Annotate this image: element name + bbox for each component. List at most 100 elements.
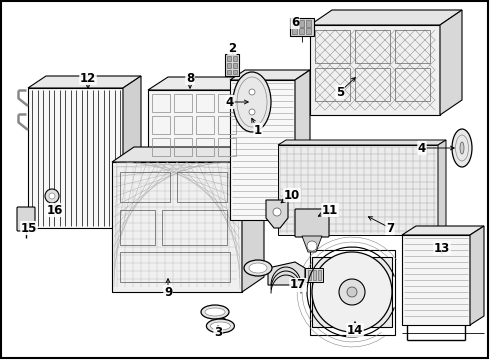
Bar xyxy=(233,63,237,68)
Polygon shape xyxy=(402,226,484,235)
Bar xyxy=(308,270,311,280)
Ellipse shape xyxy=(206,319,234,333)
Bar xyxy=(306,20,311,27)
Bar xyxy=(292,20,297,27)
Bar xyxy=(313,270,316,280)
Text: 4: 4 xyxy=(418,141,426,154)
Ellipse shape xyxy=(244,260,272,276)
Text: 2: 2 xyxy=(228,41,236,54)
Ellipse shape xyxy=(233,72,271,132)
FancyBboxPatch shape xyxy=(295,209,329,237)
Bar xyxy=(306,28,311,34)
Bar xyxy=(120,210,155,245)
Bar xyxy=(218,94,236,112)
Polygon shape xyxy=(278,140,446,145)
Bar xyxy=(152,94,170,112)
Bar xyxy=(196,94,214,112)
Text: 3: 3 xyxy=(214,327,222,339)
Polygon shape xyxy=(148,77,266,90)
Bar xyxy=(218,138,236,156)
Bar xyxy=(227,63,231,68)
Bar xyxy=(312,257,392,327)
Bar xyxy=(174,138,192,156)
Circle shape xyxy=(339,279,365,305)
Polygon shape xyxy=(266,200,288,228)
Text: 14: 14 xyxy=(347,324,363,337)
Bar xyxy=(174,116,192,134)
Bar xyxy=(233,56,237,61)
Bar xyxy=(299,20,304,27)
Polygon shape xyxy=(242,147,264,292)
Polygon shape xyxy=(402,235,470,325)
Ellipse shape xyxy=(201,305,229,319)
Polygon shape xyxy=(310,10,462,25)
Polygon shape xyxy=(470,226,484,325)
Text: 9: 9 xyxy=(164,285,172,298)
Bar xyxy=(395,68,430,101)
Bar xyxy=(233,70,237,74)
Ellipse shape xyxy=(452,129,472,167)
Circle shape xyxy=(249,109,255,115)
Bar xyxy=(305,268,323,282)
Ellipse shape xyxy=(456,135,468,161)
Polygon shape xyxy=(230,70,310,80)
Circle shape xyxy=(49,193,55,199)
Polygon shape xyxy=(440,10,462,115)
Bar xyxy=(120,252,230,282)
Ellipse shape xyxy=(205,308,225,316)
Bar xyxy=(152,138,170,156)
Polygon shape xyxy=(246,77,266,165)
Bar xyxy=(152,116,170,134)
Polygon shape xyxy=(302,236,322,252)
Text: 13: 13 xyxy=(434,242,450,255)
Bar xyxy=(355,68,390,101)
Bar xyxy=(174,94,192,112)
Polygon shape xyxy=(295,70,310,220)
FancyBboxPatch shape xyxy=(225,54,239,76)
Polygon shape xyxy=(278,145,438,235)
Text: 11: 11 xyxy=(322,203,338,216)
Bar xyxy=(120,172,170,202)
Bar xyxy=(227,56,231,61)
Polygon shape xyxy=(28,76,141,88)
Text: 6: 6 xyxy=(291,15,299,28)
Polygon shape xyxy=(28,88,123,228)
Text: 8: 8 xyxy=(186,72,194,85)
Circle shape xyxy=(307,241,317,251)
Circle shape xyxy=(45,189,59,203)
Polygon shape xyxy=(230,80,295,220)
Text: 1: 1 xyxy=(254,123,262,136)
Polygon shape xyxy=(310,25,440,115)
Text: 12: 12 xyxy=(80,72,96,85)
Ellipse shape xyxy=(460,142,464,154)
Text: 4: 4 xyxy=(226,95,234,108)
Text: 15: 15 xyxy=(21,221,37,234)
Ellipse shape xyxy=(210,322,230,330)
Bar xyxy=(318,270,321,280)
Bar xyxy=(395,30,430,63)
Circle shape xyxy=(249,89,255,95)
Polygon shape xyxy=(438,140,446,235)
Text: 7: 7 xyxy=(386,221,394,234)
Bar xyxy=(177,172,227,202)
Bar xyxy=(162,210,227,245)
Circle shape xyxy=(312,252,392,332)
Bar xyxy=(227,70,231,74)
Text: 17: 17 xyxy=(290,279,306,292)
Polygon shape xyxy=(123,76,141,228)
Polygon shape xyxy=(112,147,264,162)
Polygon shape xyxy=(148,90,246,165)
Polygon shape xyxy=(268,262,305,285)
Bar xyxy=(355,30,390,63)
Polygon shape xyxy=(112,162,242,292)
Text: 5: 5 xyxy=(336,86,344,99)
FancyBboxPatch shape xyxy=(290,18,314,36)
Circle shape xyxy=(347,287,357,297)
Bar xyxy=(218,116,236,134)
Bar xyxy=(310,250,395,335)
Circle shape xyxy=(273,208,281,216)
Text: 16: 16 xyxy=(47,203,63,216)
Ellipse shape xyxy=(237,77,267,127)
FancyBboxPatch shape xyxy=(17,207,35,231)
Bar xyxy=(292,28,297,34)
